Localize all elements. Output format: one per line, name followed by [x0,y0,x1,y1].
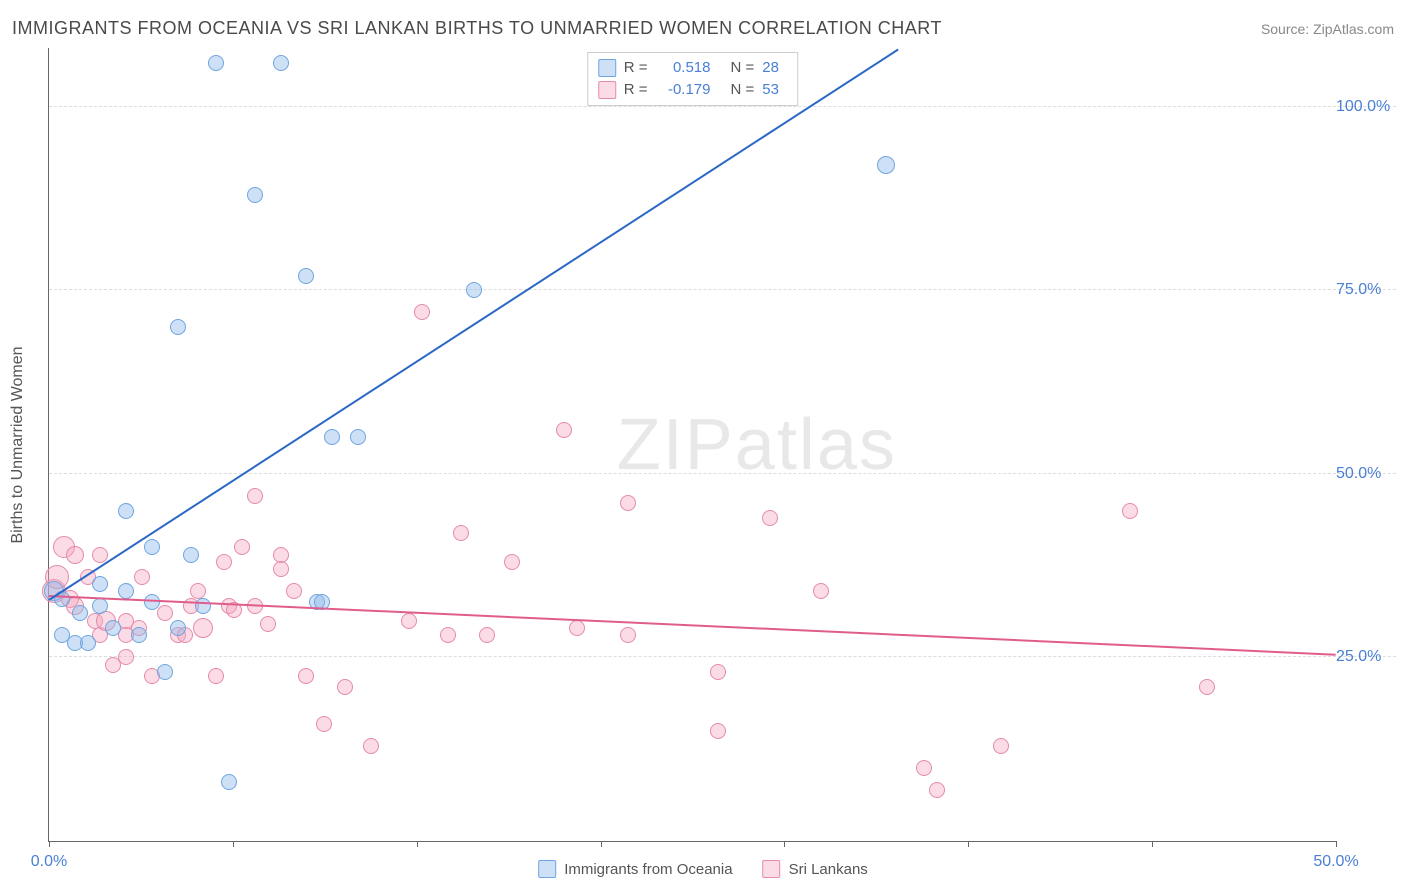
swatch-srilankan [598,81,616,99]
data-point-oceania [118,583,134,599]
x-tick-label: 0.0% [31,853,67,871]
y-tick-label: 50.0% [1336,465,1391,483]
x-tick [968,841,969,847]
gridline [49,289,1396,290]
data-point-oceania [72,605,88,621]
swatch-oceania [598,59,616,77]
x-tick [417,841,418,847]
data-point-srilankan [316,716,332,732]
data-point-oceania [144,594,160,610]
data-point-oceania [131,627,147,643]
legend-item-srilankan: Sri Lankans [763,860,868,878]
data-point-srilankan [929,782,945,798]
data-point-srilankan [710,723,726,739]
data-point-srilankan [556,422,572,438]
scatter-plot: ZIPatlas R = 0.518 N = 28 R = -0.179 N =… [48,48,1336,842]
x-tick [233,841,234,847]
swatch-oceania-bottom [538,860,556,878]
chart-area: Births to Unmarried Women ZIPatlas R = 0… [48,48,1396,842]
x-tick [49,841,50,847]
data-point-oceania [118,503,134,519]
data-point-srilankan [1122,503,1138,519]
data-point-oceania [877,156,895,174]
y-axis-title: Births to Unmarried Women [9,346,27,543]
data-point-srilankan [134,569,150,585]
data-point-srilankan [414,304,430,320]
data-point-oceania [195,598,211,614]
header: IMMIGRANTS FROM OCEANIA VS SRI LANKAN BI… [12,18,1394,39]
data-point-srilankan [286,583,302,599]
data-point-srilankan [1199,679,1215,695]
data-point-srilankan [401,613,417,629]
chart-title: IMMIGRANTS FROM OCEANIA VS SRI LANKAN BI… [12,18,942,39]
data-point-srilankan [273,547,289,563]
x-tick [784,841,785,847]
data-point-oceania [170,620,186,636]
data-point-oceania [183,547,199,563]
data-point-oceania [466,282,482,298]
data-point-oceania [298,268,314,284]
data-point-oceania [80,635,96,651]
data-point-oceania [221,774,237,790]
data-point-srilankan [193,618,213,638]
x-tick [601,841,602,847]
data-point-srilankan [66,546,84,564]
data-point-srilankan [813,583,829,599]
data-point-srilankan [157,605,173,621]
data-point-srilankan [504,554,520,570]
x-tick-label: 50.0% [1313,853,1358,871]
data-point-srilankan [916,760,932,776]
data-point-oceania [92,598,108,614]
data-point-oceania [350,429,366,445]
swatch-srilankan-bottom [763,860,781,878]
data-point-oceania [92,576,108,592]
x-tick [1336,841,1337,847]
series-legend: Immigrants from Oceania Sri Lankans [538,860,868,878]
data-point-oceania [157,664,173,680]
legend-item-oceania: Immigrants from Oceania [538,860,732,878]
legend-row-oceania: R = 0.518 N = 28 [598,57,788,79]
data-point-srilankan [337,679,353,695]
data-point-srilankan [453,525,469,541]
data-point-oceania [247,187,263,203]
legend-row-srilankan: R = -0.179 N = 53 [598,79,788,101]
data-point-srilankan [247,488,263,504]
data-point-oceania [105,620,121,636]
data-point-srilankan [234,539,250,555]
data-point-oceania [144,539,160,555]
data-point-srilankan [569,620,585,636]
source-label: Source: ZipAtlas.com [1261,21,1394,37]
data-point-oceania [208,55,224,71]
data-point-srilankan [118,649,134,665]
data-point-srilankan [260,616,276,632]
data-point-srilankan [993,738,1009,754]
gridline [49,656,1396,657]
data-point-srilankan [440,627,456,643]
data-point-srilankan [620,495,636,511]
y-tick-label: 25.0% [1336,648,1391,666]
trend-line-srilankan [49,595,1336,656]
data-point-oceania [324,429,340,445]
data-point-srilankan [208,668,224,684]
data-point-srilankan [273,561,289,577]
data-point-srilankan [216,554,232,570]
data-point-srilankan [620,627,636,643]
data-point-oceania [170,319,186,335]
data-point-oceania [273,55,289,71]
data-point-srilankan [762,510,778,526]
data-point-srilankan [479,627,495,643]
data-point-srilankan [710,664,726,680]
data-point-srilankan [298,668,314,684]
data-point-srilankan [363,738,379,754]
y-tick-label: 100.0% [1336,98,1391,116]
gridline [49,473,1396,474]
x-tick [1152,841,1153,847]
data-point-srilankan [190,583,206,599]
correlation-legend: R = 0.518 N = 28 R = -0.179 N = 53 [587,52,799,106]
y-tick-label: 75.0% [1336,281,1391,299]
